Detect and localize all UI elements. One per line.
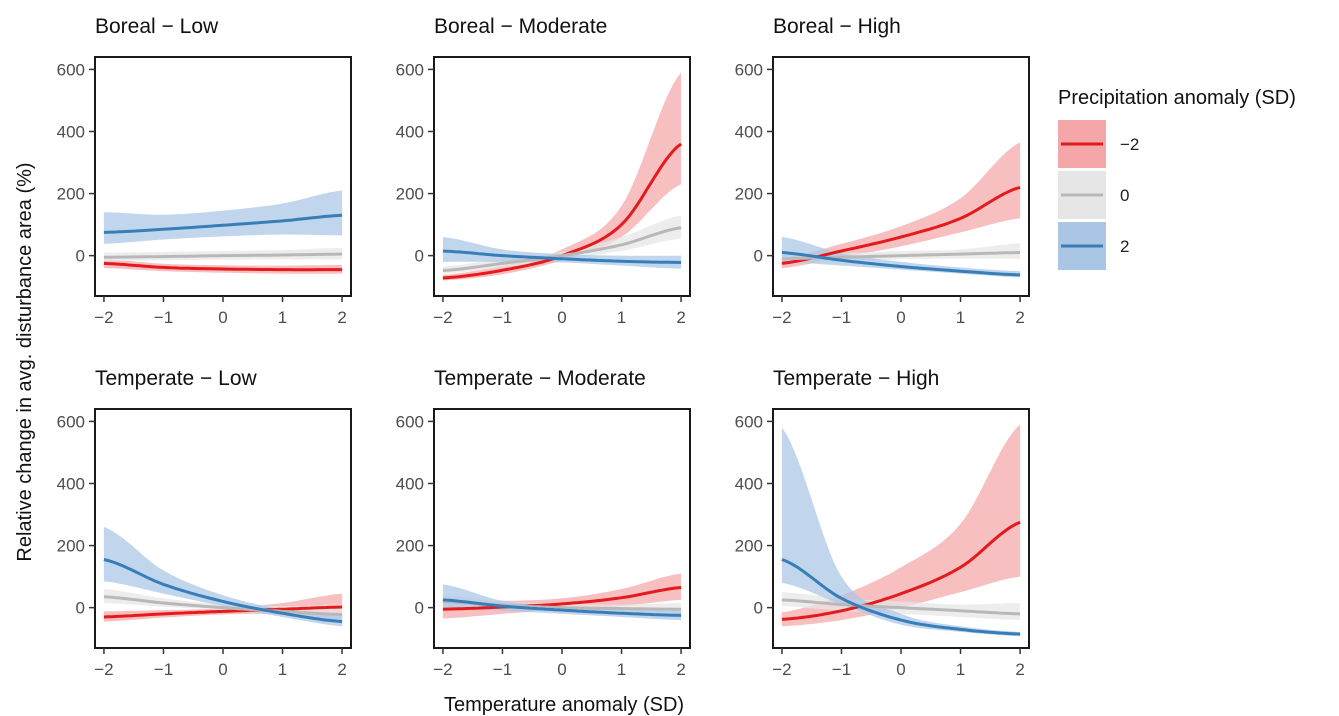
panel-title: Boreal − Low xyxy=(95,15,219,38)
panel-3: Boreal − High 0 200 400 600 −2 −1 0 1 2 xyxy=(735,15,1030,327)
panel-title: Temperate − High xyxy=(773,367,939,390)
y-tick-label: 400 xyxy=(57,122,85,141)
x-tick-label: 1 xyxy=(617,308,626,327)
y-tick-label: 200 xyxy=(57,185,85,204)
y-tick-label: 600 xyxy=(735,60,763,79)
legend-label: −2 xyxy=(1120,135,1139,154)
y-tick-label: 600 xyxy=(57,412,85,431)
y-tick-label: 200 xyxy=(735,537,763,556)
y-axis-label: Relative change in avg. disturbance area… xyxy=(14,162,36,561)
x-tick-label: 1 xyxy=(278,308,287,327)
series-line-precip-0 xyxy=(442,226,682,272)
x-tick-label: −1 xyxy=(832,660,851,679)
x-tick-label: 2 xyxy=(1015,660,1024,679)
y-tick-label: 400 xyxy=(735,474,763,493)
x-tick-label: 1 xyxy=(278,660,287,679)
ci-ribbon-precip-2 xyxy=(781,427,1021,637)
series-line-precip-2 xyxy=(103,213,343,234)
x-tick-label: 2 xyxy=(337,308,346,327)
panel-title: Boreal − High xyxy=(773,15,901,38)
y-tick-label: 0 xyxy=(415,247,424,266)
ci-ribbon-precip-minus2 xyxy=(442,72,682,281)
x-axis-label: Temperature anomaly (SD) xyxy=(444,694,684,716)
x-tick-label: −2 xyxy=(433,660,452,679)
series-line-precip-0 xyxy=(781,598,1021,616)
series-line-precip-2 xyxy=(781,558,1021,636)
legend-keys: −2 0 2 xyxy=(1058,120,1139,270)
y-tick-label: 0 xyxy=(76,599,85,618)
x-tick-label: 0 xyxy=(557,308,566,327)
x-tick-label: 2 xyxy=(676,660,685,679)
x-tick-label: −1 xyxy=(832,308,851,327)
y-tick-label: 400 xyxy=(396,474,424,493)
x-tick-label: −1 xyxy=(493,308,512,327)
series-line-precip-0 xyxy=(103,252,343,259)
panel-4: Temperate − Low 0 200 400 600 −2 −1 0 1 2 xyxy=(57,367,352,679)
y-tick-label: 200 xyxy=(396,537,424,556)
y-tick-label: 0 xyxy=(754,247,763,266)
series-line-precip-minus2 xyxy=(781,520,1021,621)
x-tick-label: 1 xyxy=(956,660,965,679)
series-line-precip-2 xyxy=(442,249,682,264)
ci-ribbon-precip-minus2 xyxy=(781,424,1021,627)
series-line-precip-minus2 xyxy=(103,605,343,619)
x-tick-label: 2 xyxy=(676,308,685,327)
legend-key-2: 0 xyxy=(1058,171,1129,219)
series-line-precip-2 xyxy=(442,598,682,617)
series-line-precip-minus2 xyxy=(781,185,1021,265)
y-tick-label: 200 xyxy=(57,537,85,556)
legend-label: 0 xyxy=(1120,186,1129,205)
y-tick-label: 200 xyxy=(396,185,424,204)
x-tick-label: 0 xyxy=(557,660,566,679)
x-tick-label: −1 xyxy=(154,660,173,679)
x-tick-label: −2 xyxy=(433,308,452,327)
x-tick-label: 1 xyxy=(617,660,626,679)
x-tick-label: −2 xyxy=(772,660,791,679)
x-tick-label: 0 xyxy=(896,308,905,327)
panel-6: Temperate − High 0 200 400 600 −2 −1 0 1 2 xyxy=(735,367,1030,679)
x-tick-label: 2 xyxy=(1015,308,1024,327)
panel-2: Boreal − Moderate 0 200 400 600 −2 −1 0 1 2 xyxy=(396,15,691,327)
series-line-precip-0 xyxy=(103,595,343,616)
y-tick-label: 400 xyxy=(735,122,763,141)
series-line-precip-minus2 xyxy=(442,586,682,611)
y-tick-label: 400 xyxy=(57,474,85,493)
x-tick-label: 0 xyxy=(218,308,227,327)
y-tick-label: 0 xyxy=(76,247,85,266)
panel-5: Temperate − Moderate 0 200 400 600 −2 −1 0 1 2 xyxy=(396,367,691,679)
x-tick-label: −2 xyxy=(94,308,113,327)
y-tick-label: 600 xyxy=(57,60,85,79)
panel-title: Temperate − Low xyxy=(95,367,258,390)
ci-ribbon-precip-2 xyxy=(442,584,682,621)
legend-title: Precipitation anomaly (SD) xyxy=(1058,87,1296,109)
y-tick-label: 0 xyxy=(754,599,763,618)
x-tick-label: 0 xyxy=(218,660,227,679)
y-tick-label: 600 xyxy=(396,412,424,431)
legend: Precipitation anomaly (SD) −2 0 2 xyxy=(1058,87,1296,270)
series-line-precip-minus2 xyxy=(103,261,343,272)
legend-key-3: 2 xyxy=(1058,222,1129,270)
y-tick-label: 600 xyxy=(396,60,424,79)
series-line-precip-2 xyxy=(781,251,1021,277)
y-tick-label: 600 xyxy=(735,412,763,431)
x-tick-label: 1 xyxy=(956,308,965,327)
x-tick-label: 2 xyxy=(337,660,346,679)
y-tick-label: 400 xyxy=(396,122,424,141)
x-tick-label: −2 xyxy=(94,660,113,679)
legend-key-1: −2 xyxy=(1058,120,1139,168)
x-tick-label: −1 xyxy=(493,660,512,679)
panel-title: Boreal − Moderate xyxy=(434,15,607,38)
y-tick-label: 200 xyxy=(735,185,763,204)
x-tick-label: −2 xyxy=(772,308,791,327)
ci-ribbon-precip-2 xyxy=(103,526,343,627)
legend-label: 2 xyxy=(1120,237,1129,256)
panel-1: Boreal − Low 0 200 400 600 −2 −1 0 1 2 xyxy=(57,15,352,327)
panel-title: Temperate − Moderate xyxy=(434,367,646,390)
x-tick-label: 0 xyxy=(896,660,905,679)
series-line-precip-2 xyxy=(103,558,343,624)
y-tick-label: 0 xyxy=(415,599,424,618)
x-tick-label: −1 xyxy=(154,308,173,327)
